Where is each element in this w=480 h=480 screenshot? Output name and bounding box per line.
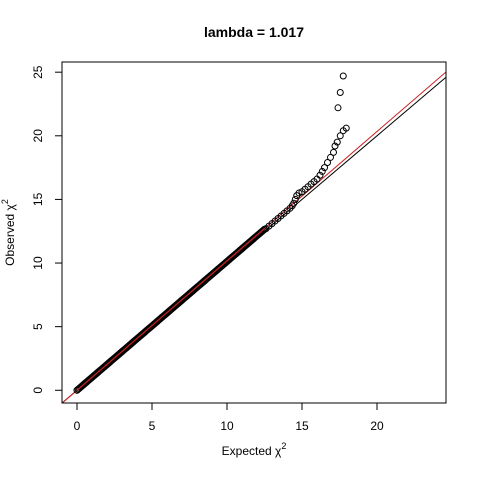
- y-tick-label: 15: [31, 192, 45, 206]
- y-tick-label: 5: [31, 323, 45, 330]
- data-point: [333, 138, 341, 146]
- data-point: [330, 148, 337, 156]
- data-point: [327, 153, 334, 161]
- data-point: [342, 124, 350, 132]
- x-axis-title: Expected χ2: [222, 441, 287, 458]
- y-tick-label: 10: [31, 256, 45, 270]
- x-tick-label: 20: [370, 419, 384, 433]
- x-tick-label: 5: [149, 419, 156, 433]
- data-points: [73, 72, 350, 394]
- reference-line-lambda-overlay: [76, 228, 265, 391]
- data-point: [336, 132, 344, 140]
- data-point: [339, 72, 347, 80]
- chart-title: lambda = 1.017: [204, 24, 304, 40]
- data-point: [318, 167, 326, 175]
- x-tick-label: 15: [295, 419, 309, 433]
- x-tick-label: 0: [74, 419, 81, 433]
- data-point: [336, 89, 344, 97]
- data-point: [291, 195, 299, 203]
- y-tick-label: 25: [31, 65, 45, 79]
- data-point: [321, 164, 328, 172]
- data-point: [324, 159, 331, 167]
- y-axis-title: Observed χ2: [0, 199, 17, 266]
- y-tick-label: 20: [31, 129, 45, 143]
- x-tick-label: 10: [220, 419, 234, 433]
- y-tick-label: 0: [31, 387, 45, 394]
- data-point: [290, 199, 298, 207]
- data-point: [316, 171, 324, 179]
- axis-ticks: 0 5 10 15 20 0 5 10 15 20 25: [31, 65, 384, 433]
- data-point: [331, 142, 339, 150]
- data-point: [334, 104, 342, 112]
